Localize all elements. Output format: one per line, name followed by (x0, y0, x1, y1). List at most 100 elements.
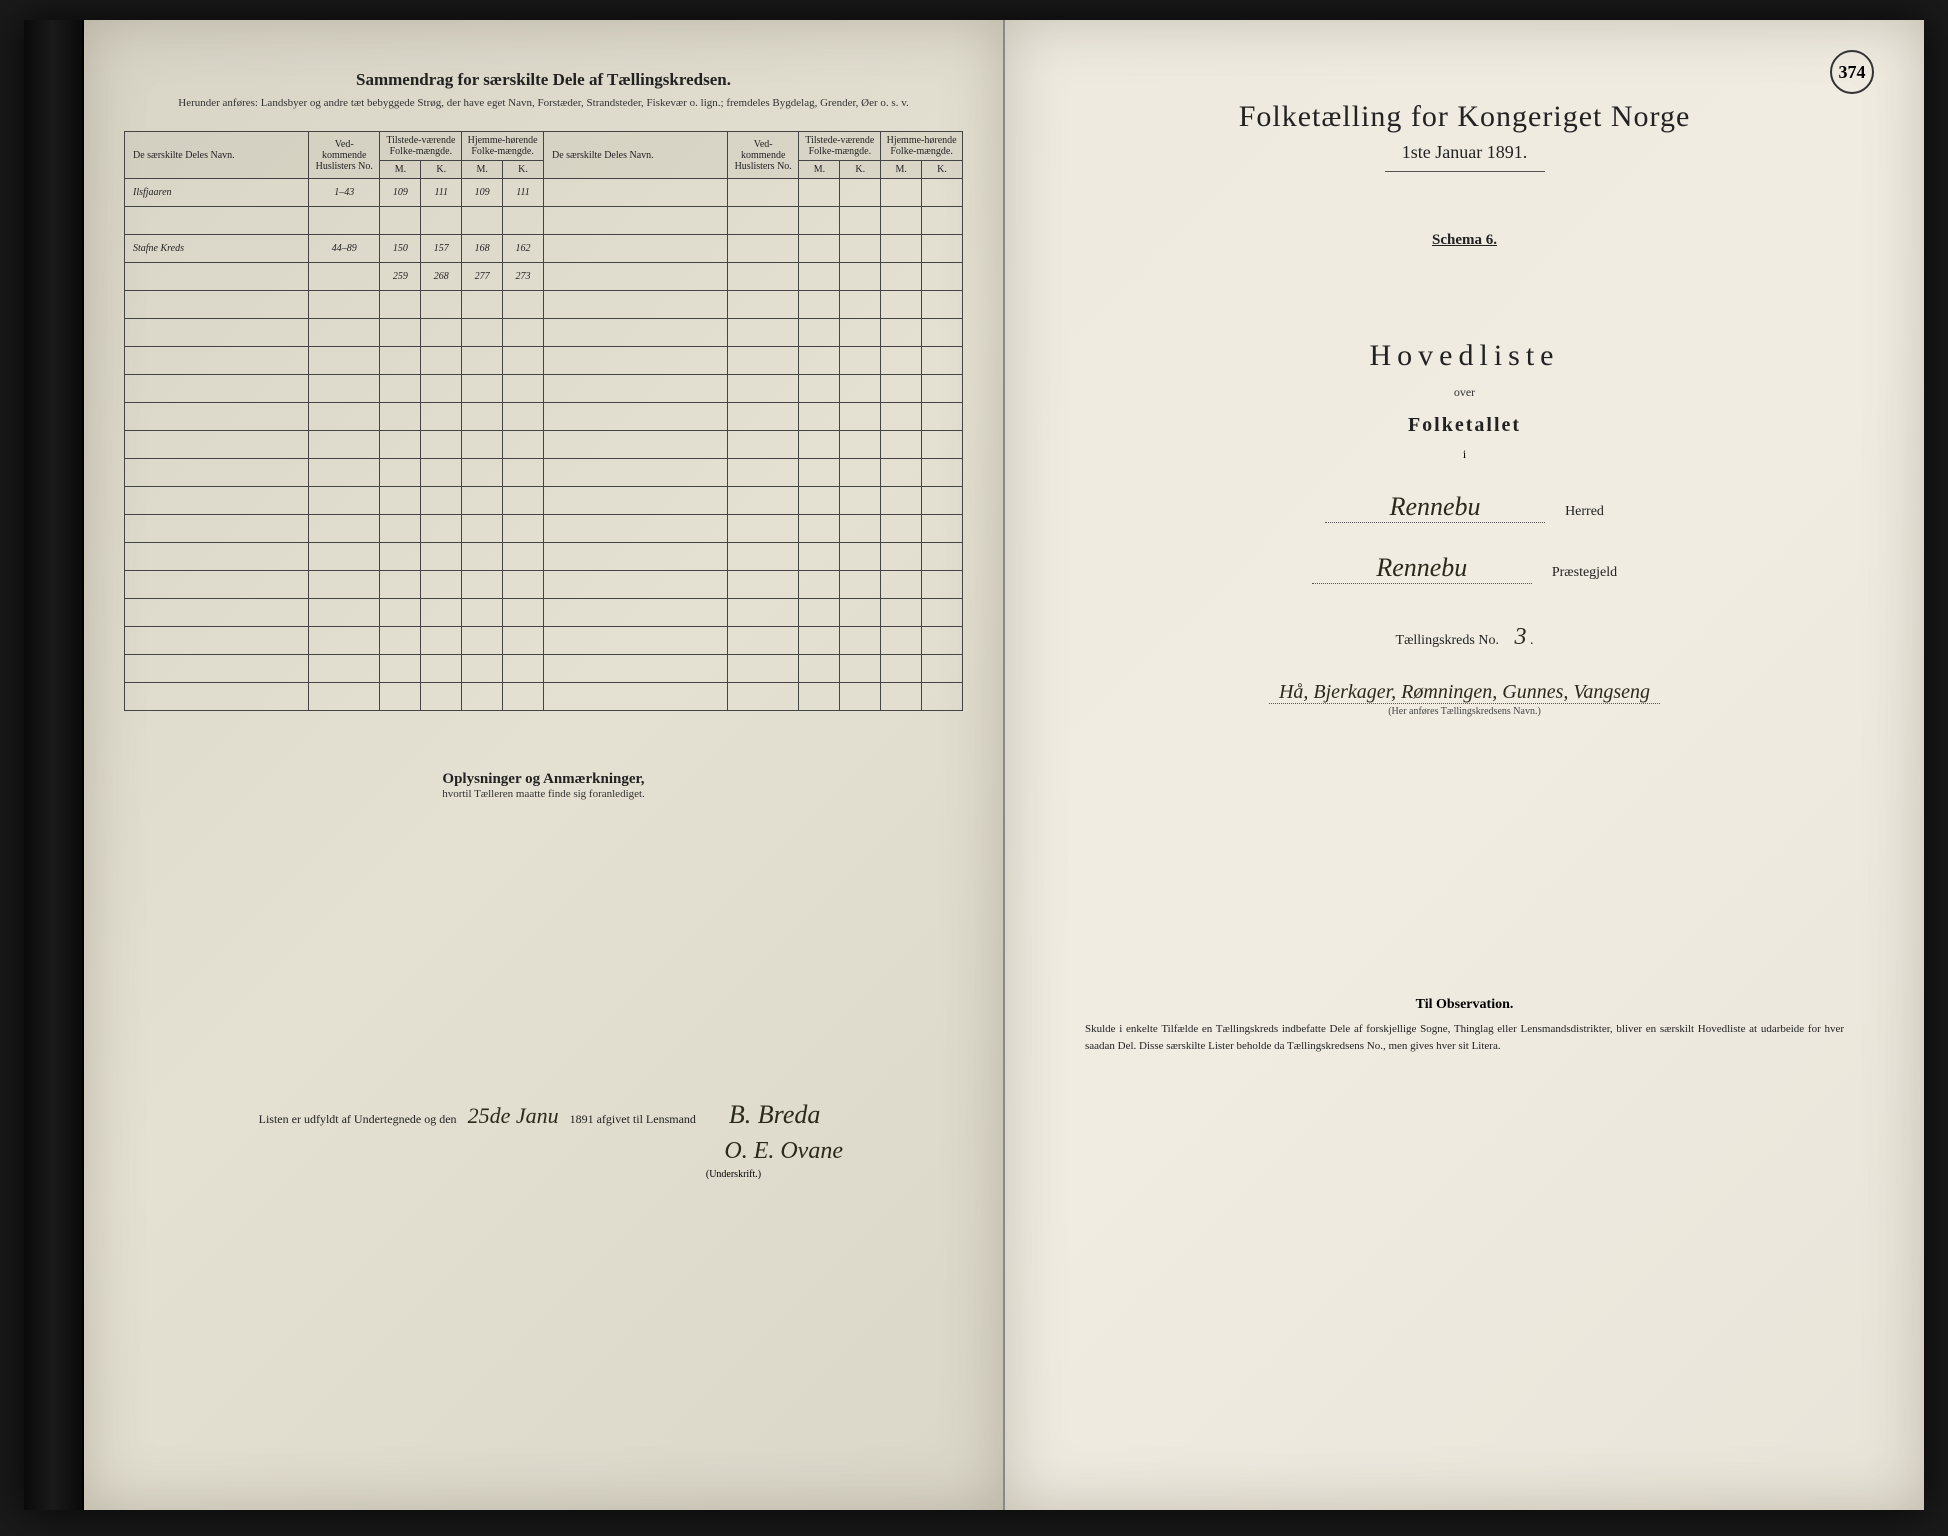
page-number: 374 (1830, 50, 1874, 94)
herred-line: Rennebu Herred (1045, 492, 1884, 523)
table-cell (840, 207, 881, 235)
table-cell: 268 (421, 263, 462, 291)
table-cell (503, 207, 544, 235)
remarks-title: Oplysninger og Anmærkninger, (124, 771, 963, 788)
table-cell (308, 627, 380, 655)
th-hjemme: Hjemme-hørende Folke-mængde. (462, 132, 544, 161)
table-cell (727, 543, 799, 571)
table-cell (125, 375, 309, 403)
table-cell (462, 291, 503, 319)
table-cell (922, 627, 963, 655)
th-m: M. (881, 161, 922, 179)
table-cell (125, 431, 309, 459)
th-huslister2: Ved-kommende Huslisters No. (727, 132, 799, 179)
observation-block: Til Observation. Skulde i enkelte Tilfæl… (1045, 997, 1884, 1054)
table-cell (543, 459, 727, 487)
table-cell (922, 571, 963, 599)
table-cell (308, 459, 380, 487)
table-cell (543, 655, 727, 683)
table-cell (881, 431, 922, 459)
table-cell (881, 543, 922, 571)
table-cell (380, 431, 421, 459)
table-cell (380, 291, 421, 319)
book-spread: Sammendrag for særskilte Dele af Tælling… (24, 20, 1924, 1510)
table-cell (840, 599, 881, 627)
table-cell (881, 319, 922, 347)
table-cell (840, 235, 881, 263)
table-cell (421, 627, 462, 655)
table-cell (799, 179, 840, 207)
table-cell (125, 291, 309, 319)
over-label: over (1045, 385, 1884, 400)
table-cell (125, 263, 309, 291)
table-cell (799, 627, 840, 655)
footer-line: Listen er udfyldt af Undertegnede og den… (124, 1100, 963, 1130)
table-cell (421, 431, 462, 459)
table-cell (799, 599, 840, 627)
prestegjeld-line: Rennebu Præstegjeld (1045, 553, 1884, 584)
table-row (125, 403, 963, 431)
table-cell (462, 571, 503, 599)
table-cell (799, 347, 840, 375)
table-row: Stafne Kreds44–89150157168162 (125, 235, 963, 263)
left-page-title: Sammendrag for særskilte Dele af Tælling… (124, 70, 963, 90)
table-cell (922, 291, 963, 319)
remarks-subtitle: hvortil Tælleren maatte finde sig foranl… (124, 788, 963, 800)
table-cell (503, 655, 544, 683)
table-cell (380, 375, 421, 403)
th-tilstede: Tilstede-værende Folke-mængde. (380, 132, 462, 161)
table-cell (543, 599, 727, 627)
underskrift-label: (Underskrift.) (124, 1169, 963, 1180)
table-row (125, 459, 963, 487)
table-cell (840, 487, 881, 515)
table-cell (881, 291, 922, 319)
table-row (125, 347, 963, 375)
census-date: 1ste Januar 1891. (1045, 142, 1884, 163)
table-cell: 273 (503, 263, 544, 291)
table-cell (799, 515, 840, 543)
table-cell (462, 655, 503, 683)
table-row (125, 627, 963, 655)
table-cell (380, 459, 421, 487)
table-cell: 150 (380, 235, 421, 263)
table-cell (799, 319, 840, 347)
table-row (125, 683, 963, 711)
table-cell (421, 487, 462, 515)
herred-value: Rennebu (1325, 492, 1545, 523)
left-page: Sammendrag for særskilte Dele af Tælling… (84, 20, 1004, 1510)
table-cell (308, 487, 380, 515)
th-name2: De særskilte Deles Navn. (543, 132, 727, 179)
table-cell (421, 459, 462, 487)
th-k: K. (421, 161, 462, 179)
table-cell (125, 207, 309, 235)
table-cell: 111 (421, 179, 462, 207)
table-cell (380, 515, 421, 543)
footer-date-hw: 25de Janu (468, 1103, 559, 1128)
table-cell (421, 319, 462, 347)
table-cell (503, 599, 544, 627)
table-row (125, 207, 963, 235)
table-row (125, 487, 963, 515)
table-cell (503, 291, 544, 319)
table-cell: 162 (503, 235, 544, 263)
table-cell (462, 403, 503, 431)
table-cell (881, 515, 922, 543)
table-cell (543, 207, 727, 235)
table-cell (543, 235, 727, 263)
table-cell (922, 263, 963, 291)
table-cell (125, 543, 309, 571)
divider (1385, 171, 1545, 172)
table-cell (543, 179, 727, 207)
table-cell (727, 487, 799, 515)
table-cell: 277 (462, 263, 503, 291)
table-cell (922, 347, 963, 375)
table-cell (922, 515, 963, 543)
table-cell (881, 599, 922, 627)
table-cell (727, 319, 799, 347)
table-cell (881, 375, 922, 403)
table-cell (125, 403, 309, 431)
th-hjemme2: Hjemme-hørende Folke-mængde. (881, 132, 963, 161)
table-cell (543, 431, 727, 459)
table-cell (881, 263, 922, 291)
table-cell (308, 347, 380, 375)
